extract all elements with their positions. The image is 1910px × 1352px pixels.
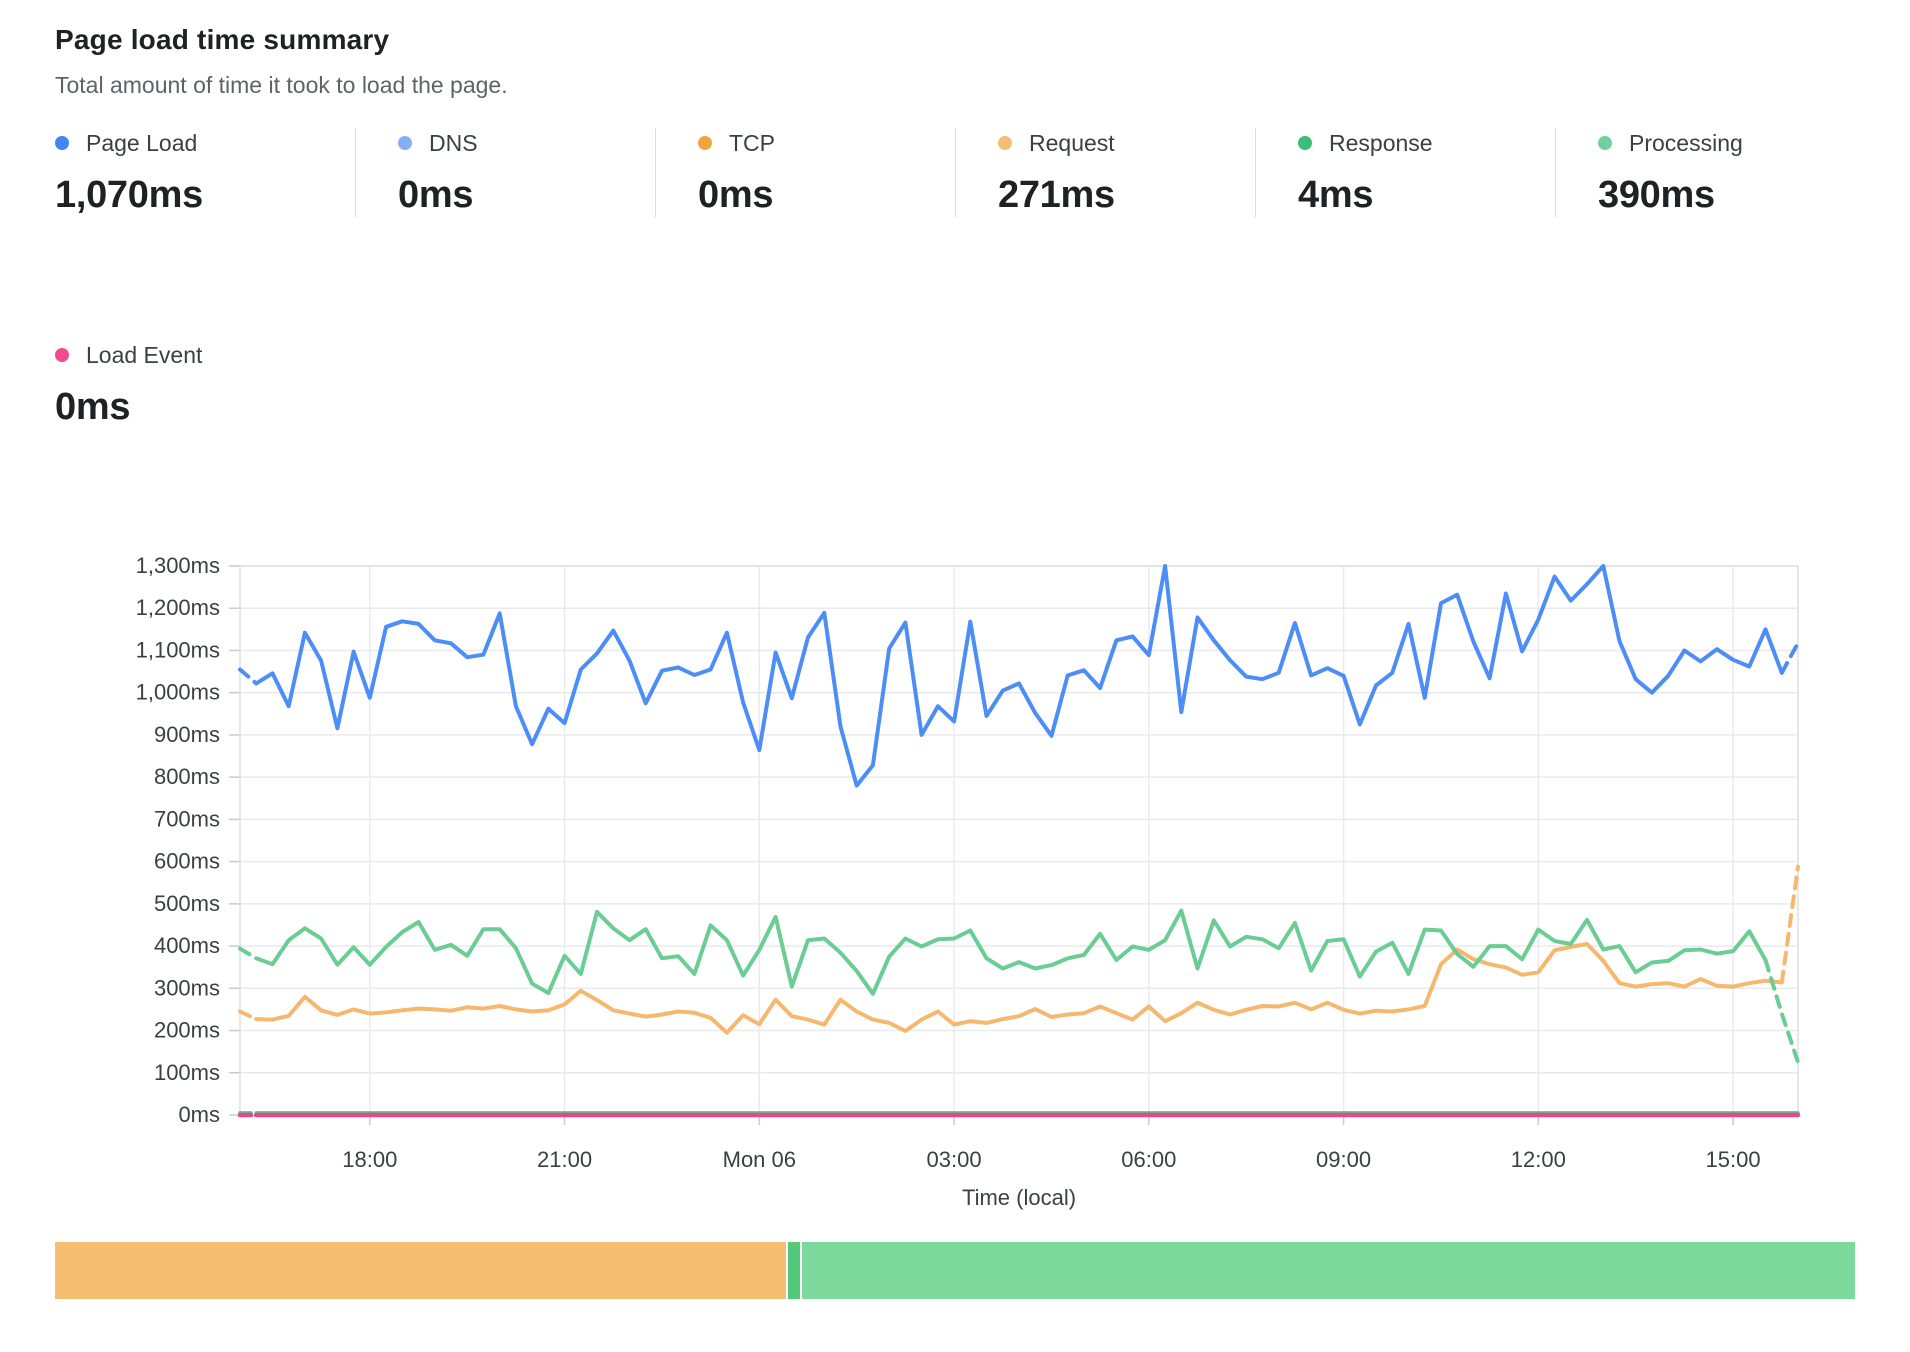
series-line-page_load-dash-head: [238, 667, 259, 686]
page-subtitle: Total amount of time it took to load the…: [55, 72, 508, 98]
phase-timeline-bar: [55, 1242, 1855, 1299]
stat-label: Processing: [1629, 129, 1743, 156]
stat-value: 271ms: [998, 174, 1115, 216]
stat-page-load: Page Load 1,070ms: [55, 128, 355, 217]
timeline-segment-request-phase: [55, 1242, 786, 1299]
y-axis-tick-label: 600ms: [154, 849, 220, 874]
stat-value: 1,070ms: [55, 174, 203, 216]
series-line-page_load-dash-tail: [1779, 640, 1800, 675]
stat-processing: Processing 390ms: [1555, 128, 1855, 217]
stat-label: Request: [1029, 129, 1115, 156]
series-line-processing-dash-head: [238, 946, 259, 961]
stat-label: DNS: [429, 129, 478, 156]
series-line-processing-dash-tail: [1763, 958, 1800, 1065]
page-load-legend-dot-icon: [55, 136, 69, 150]
stat-label: Response: [1329, 129, 1433, 156]
plot-frame: [239, 565, 1799, 1116]
timeline-segment-gap: [785, 1242, 788, 1299]
series-line-processing: [254, 908, 1768, 996]
y-axis-tick-label: 200ms: [154, 1018, 220, 1043]
y-axis-tick-label: 400ms: [154, 933, 220, 958]
page-load-time-line-chart[interactable]: 0ms 100ms 200ms 300ms 400ms 500ms 600ms 700ms 80…: [0, 450, 1910, 1230]
stat-value: 390ms: [1598, 174, 1715, 216]
timeline-segment-gap: [799, 1242, 802, 1299]
stat-value: 0ms: [698, 174, 774, 216]
y-axis-tick-label: 900ms: [154, 722, 220, 747]
y-axis-tick-label: 700ms: [154, 806, 220, 831]
stat-label: TCP: [729, 129, 775, 156]
y-axis-tick-label: 500ms: [154, 891, 220, 916]
series-line-request-dash-head: [238, 1009, 259, 1022]
timeline-segment-processing-phase: [801, 1242, 1855, 1299]
stat-load-event: Load Event 0ms: [55, 340, 355, 429]
stat-dns: DNS 0ms: [355, 128, 655, 217]
x-axis-tick-label: 03:00: [927, 1147, 982, 1172]
series-line-request-dash-tail: [1779, 864, 1800, 985]
stat-label: Page Load: [86, 129, 198, 156]
y-axis-tick-label: 800ms: [154, 764, 220, 789]
dns-legend-dot-icon: [398, 136, 412, 150]
tcp-legend-dot-icon: [698, 136, 712, 150]
x-axis-tick-label: Mon 06: [723, 1147, 796, 1172]
series-line-page_load: [254, 564, 1784, 788]
y-axis-tick-label: 300ms: [154, 975, 220, 1000]
y-axis-tick-label: 1,100ms: [136, 637, 220, 662]
load-event-legend-dot-icon: [55, 348, 69, 362]
stat-response: Response 4ms: [1255, 128, 1555, 217]
y-axis-tick-label: 100ms: [154, 1060, 220, 1085]
stat-request: Request 271ms: [955, 128, 1255, 217]
y-axis-tick-label: 1,300ms: [136, 553, 220, 578]
request-legend-dot-icon: [998, 136, 1012, 150]
stats-row: Page Load 1,070ms DNS 0ms TCP 0ms Reques…: [55, 128, 1855, 217]
response-legend-dot-icon: [1298, 136, 1312, 150]
stat-value: 0ms: [398, 174, 474, 216]
stat-tcp: TCP 0ms: [655, 128, 955, 217]
processing-legend-dot-icon: [1598, 136, 1612, 150]
x-axis-tick-label: 06:00: [1121, 1147, 1176, 1172]
x-axis-tick-label: 09:00: [1316, 1147, 1371, 1172]
x-axis-tick-label: 18:00: [342, 1147, 397, 1172]
y-axis-tick-label: 1,000ms: [136, 680, 220, 705]
series-line-request: [254, 942, 1784, 1035]
y-axis-tick-label: 0ms: [178, 1102, 220, 1127]
x-axis-title: Time (local): [962, 1185, 1076, 1210]
x-axis-tick-label: 12:00: [1511, 1147, 1566, 1172]
y-axis-tick-label: 1,200ms: [136, 595, 220, 620]
timeline-segment-marker-stripe: [787, 1242, 800, 1299]
stat-value: 4ms: [1298, 174, 1374, 216]
stats-row-load-event: Load Event 0ms: [55, 340, 1855, 429]
stat-value: 0ms: [55, 386, 131, 428]
page-title: Page load time summary: [55, 24, 390, 55]
x-axis-tick-label: 21:00: [537, 1147, 592, 1172]
stat-label: Load Event: [86, 341, 203, 368]
x-axis-tick-label: 15:00: [1706, 1147, 1761, 1172]
